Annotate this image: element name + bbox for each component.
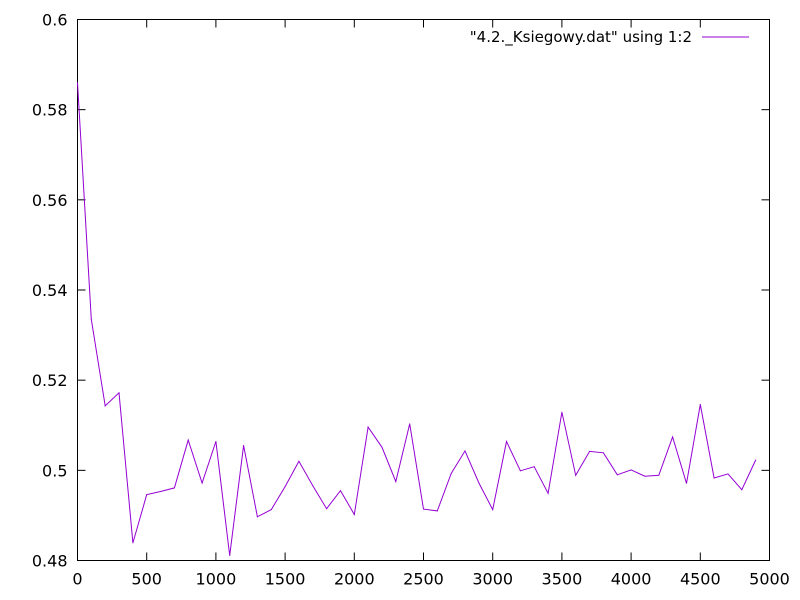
data-point (90, 318, 92, 320)
data-point (353, 514, 355, 515)
data-point (132, 542, 134, 544)
data-point (506, 441, 507, 442)
data-point (561, 411, 563, 413)
data-point (450, 473, 452, 474)
x-tick-label: 2000 (334, 570, 375, 589)
series-line-0 (77, 82, 757, 556)
data-point (146, 494, 148, 496)
data-point (713, 477, 715, 479)
data-point (229, 555, 231, 556)
data-point (215, 441, 217, 442)
data-point (533, 466, 535, 468)
data-point (464, 450, 466, 452)
data-point (409, 423, 411, 425)
data-point (589, 450, 591, 452)
x-tick-label: 3500 (542, 570, 583, 589)
data-point (118, 392, 120, 394)
data-point (741, 489, 743, 491)
y-tick-label: 0.6 (42, 11, 67, 30)
y-tick-label: 0.5 (42, 461, 67, 480)
data-point (270, 509, 272, 511)
series-layer (77, 82, 757, 556)
x-tick-label: 4000 (611, 570, 652, 589)
data-point (630, 469, 632, 471)
data-point (256, 516, 258, 518)
axis-ticks (77, 19, 770, 561)
data-point (173, 487, 175, 489)
data-point (381, 446, 383, 448)
data-point (160, 491, 161, 492)
data-point (298, 460, 300, 462)
data-point (575, 474, 577, 476)
data-point (243, 445, 245, 446)
data-point (686, 482, 687, 484)
data-point (104, 405, 106, 407)
data-point (326, 508, 328, 510)
data-point (436, 510, 438, 512)
data-point (727, 473, 729, 475)
x-tick-label: 2500 (403, 570, 444, 589)
legend-label: "4.2._Ksiegowy.dat" using 1:2 (470, 28, 692, 47)
data-point (699, 404, 701, 405)
data-point (284, 486, 286, 488)
data-point (367, 426, 369, 428)
data-point (187, 439, 189, 441)
y-tick-label: 0.58 (32, 101, 68, 120)
y-tick-label: 0.48 (32, 552, 68, 571)
legend: "4.2._Ksiegowy.dat" using 1:2 (470, 28, 749, 47)
data-point (519, 470, 521, 472)
data-point (201, 482, 203, 484)
data-point (547, 492, 549, 494)
x-tick-label: 500 (131, 570, 162, 589)
data-point (77, 82, 78, 84)
data-point (478, 482, 480, 484)
x-tick-label: 5000 (749, 570, 790, 589)
x-tick-label: 4500 (680, 570, 721, 589)
x-tick-label: 0 (72, 570, 82, 589)
plot-frame (77, 19, 770, 561)
data-point (423, 508, 424, 510)
data-point (340, 490, 341, 492)
data-point (395, 481, 397, 483)
data-point (658, 474, 660, 476)
y-tick-label: 0.54 (32, 281, 68, 300)
data-point (312, 485, 314, 487)
data-point (672, 436, 674, 438)
x-tick-label: 1500 (265, 570, 306, 589)
x-tick-label: 1000 (196, 570, 237, 589)
data-point (616, 474, 618, 476)
data-point (755, 459, 757, 461)
y-tick-label: 0.52 (32, 371, 68, 390)
x-tick-label: 3000 (472, 570, 513, 589)
y-tick-label: 0.56 (32, 191, 68, 210)
data-point (644, 475, 646, 477)
data-point (492, 509, 494, 511)
data-point (602, 452, 604, 454)
axis-tick-labels: 0 500 1000 1500 2000 2500 3000 3500 4000 4500 5000… (32, 11, 790, 589)
